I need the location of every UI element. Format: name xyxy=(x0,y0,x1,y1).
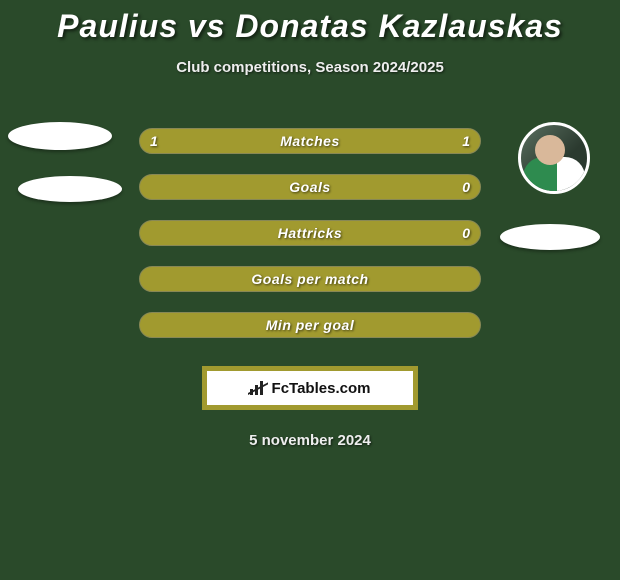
stat-label: Min per goal xyxy=(266,317,354,333)
stat-row: Goals per match xyxy=(0,256,620,302)
stat-label: Goals per match xyxy=(251,271,368,287)
stat-label: Goals xyxy=(289,179,330,195)
stat-label: Hattricks xyxy=(278,225,342,241)
stat-row: Goals 0 xyxy=(0,164,620,210)
stat-row: Hattricks 0 xyxy=(0,210,620,256)
brand-text: FcTables.com xyxy=(272,380,371,397)
stat-bar: 1 Matches 1 xyxy=(139,128,481,154)
brand-box: FcTables.com xyxy=(202,366,418,410)
stat-right-value: 0 xyxy=(462,225,470,241)
stat-right-value: 0 xyxy=(462,179,470,195)
page-subtitle: Club competitions, Season 2024/2025 xyxy=(0,59,620,76)
page-title: Paulius vs Donatas Kazlauskas xyxy=(0,0,620,45)
stats-block: 1 Matches 1 Goals 0 Hattricks 0 Goals pe… xyxy=(0,118,620,348)
stat-left-value: 1 xyxy=(150,133,158,149)
stat-bar: Goals 0 xyxy=(139,174,481,200)
stat-bar: Hattricks 0 xyxy=(139,220,481,246)
stat-bar: Min per goal xyxy=(139,312,481,338)
stat-label: Matches xyxy=(280,133,340,149)
stat-row: Min per goal xyxy=(0,302,620,348)
stat-row: 1 Matches 1 xyxy=(0,118,620,164)
stat-right-value: 1 xyxy=(462,133,470,149)
brand-chart-icon xyxy=(250,381,268,395)
date-stamp: 5 november 2024 xyxy=(0,432,620,449)
stat-bar: Goals per match xyxy=(139,266,481,292)
